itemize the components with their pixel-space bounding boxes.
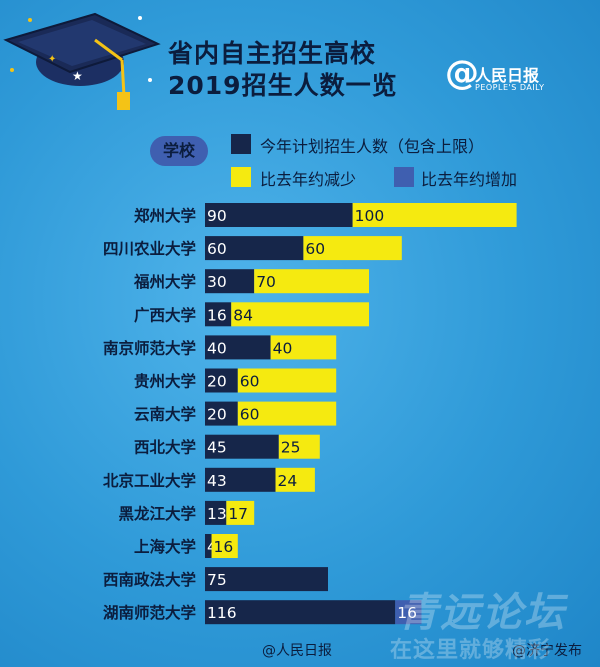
svg-text:✦: ✦: [48, 54, 56, 65]
bar-decrease: [226, 500, 255, 525]
category-label: 湖南师范大学: [103, 603, 196, 622]
bar-plan: [205, 467, 276, 492]
legend-label-decrease: 比去年约减少: [260, 170, 357, 189]
bar-decrease: [231, 302, 369, 327]
value-label-plan: 13: [207, 505, 227, 523]
brand-english: PEOPLE'S DAILY: [475, 83, 545, 92]
value-label-decrease: 60: [240, 373, 260, 391]
svg-text:★: ★: [72, 69, 83, 83]
bar-decrease: [270, 335, 337, 360]
school-tag: 学校: [150, 136, 208, 166]
brand-name: 人民日报: [475, 66, 540, 85]
title-line-2: 2019招生人数一览: [168, 71, 398, 100]
value-label-plan: 60: [207, 240, 227, 258]
legend-swatch-increase: [394, 167, 414, 187]
category-label: 北京工业大学: [103, 471, 196, 490]
brand-at-symbol: @: [445, 53, 479, 93]
legend-label-increase: 比去年约增加: [421, 170, 518, 189]
footer-source-right: @济宁发布: [512, 643, 582, 659]
graduation-cap-icon: ★ ✦: [3, 12, 161, 110]
value-label-plan: 43: [207, 472, 227, 490]
category-label: 四川农业大学: [103, 239, 196, 258]
category-label: 贵州大学: [134, 372, 196, 391]
bar-plan: [205, 534, 212, 558]
value-label-decrease: 60: [305, 240, 325, 258]
value-label-plan: 20: [207, 406, 227, 424]
category-label: 福州大学: [133, 272, 196, 291]
category-label: 西南政法大学: [103, 570, 196, 589]
bar-plan: [205, 401, 238, 426]
title-line-1: 省内自主招生高校: [168, 39, 377, 68]
value-label-plan: 40: [207, 339, 227, 357]
category-label: 南京师范大学: [103, 338, 196, 357]
value-label-plan: 20: [207, 373, 227, 391]
bar-plan: [205, 500, 227, 525]
category-label: 云南大学: [134, 405, 196, 424]
bar-plan: [205, 269, 255, 294]
bar-plan: [205, 368, 238, 393]
value-label-decrease: 24: [278, 472, 298, 490]
bar-decrease: [254, 269, 369, 294]
value-label-plan: 30: [207, 273, 227, 291]
value-label-decrease: 17: [228, 505, 248, 523]
bar-decrease: [352, 203, 517, 227]
bar-decrease: [211, 534, 238, 558]
bar-decrease: [303, 236, 402, 261]
bar-plan: [205, 434, 279, 459]
bar-plan: [205, 335, 271, 360]
value-label-decrease: 70: [256, 273, 276, 291]
category-label: 广西大学: [134, 305, 196, 324]
category-label: 郑州大学: [134, 206, 196, 225]
value-label-decrease: 84: [233, 306, 253, 324]
watermark-title: 青远论坛: [398, 590, 566, 636]
bar-increase: [395, 600, 422, 625]
category-label: 西北大学: [134, 438, 196, 457]
watermark-slogan: 在这里就够精彩: [390, 638, 552, 663]
bar-plan: [205, 600, 396, 625]
value-label-plan: 90: [207, 207, 227, 225]
bar-plan: [205, 236, 304, 261]
legend-swatch-plan: [231, 134, 251, 154]
value-label-decrease: 100: [355, 207, 385, 225]
value-label-decrease: 40: [273, 339, 293, 357]
value-label-decrease: 60: [240, 406, 260, 424]
bar-plan: [205, 203, 353, 227]
legend-swatch-decrease: [231, 167, 251, 187]
value-label-plan: 45: [207, 439, 227, 457]
value-label-plan: 116: [207, 604, 237, 622]
value-label-increase: 16: [397, 604, 417, 622]
bar-decrease: [275, 467, 315, 492]
brand-logo: @ 人民日报 PEOPLE'S DAILY: [445, 56, 595, 100]
value-label-decrease: 25: [281, 439, 301, 457]
value-label-plan: 75: [207, 571, 227, 589]
bar-decrease: [237, 368, 337, 393]
bar-decrease: [278, 434, 320, 459]
legend-label-plan: 今年计划招生人数（包含上限）: [260, 137, 485, 156]
bar-decrease: [237, 401, 337, 426]
category-label: 黑龙江大学: [118, 504, 196, 523]
category-label: 上海大学: [134, 537, 196, 556]
value-label-decrease: 16: [214, 538, 234, 556]
value-label-plan: 16: [207, 306, 227, 324]
bar-plan: [205, 302, 232, 327]
footer-source-left: @人民日报: [262, 643, 332, 659]
bar-plan: [205, 567, 328, 592]
